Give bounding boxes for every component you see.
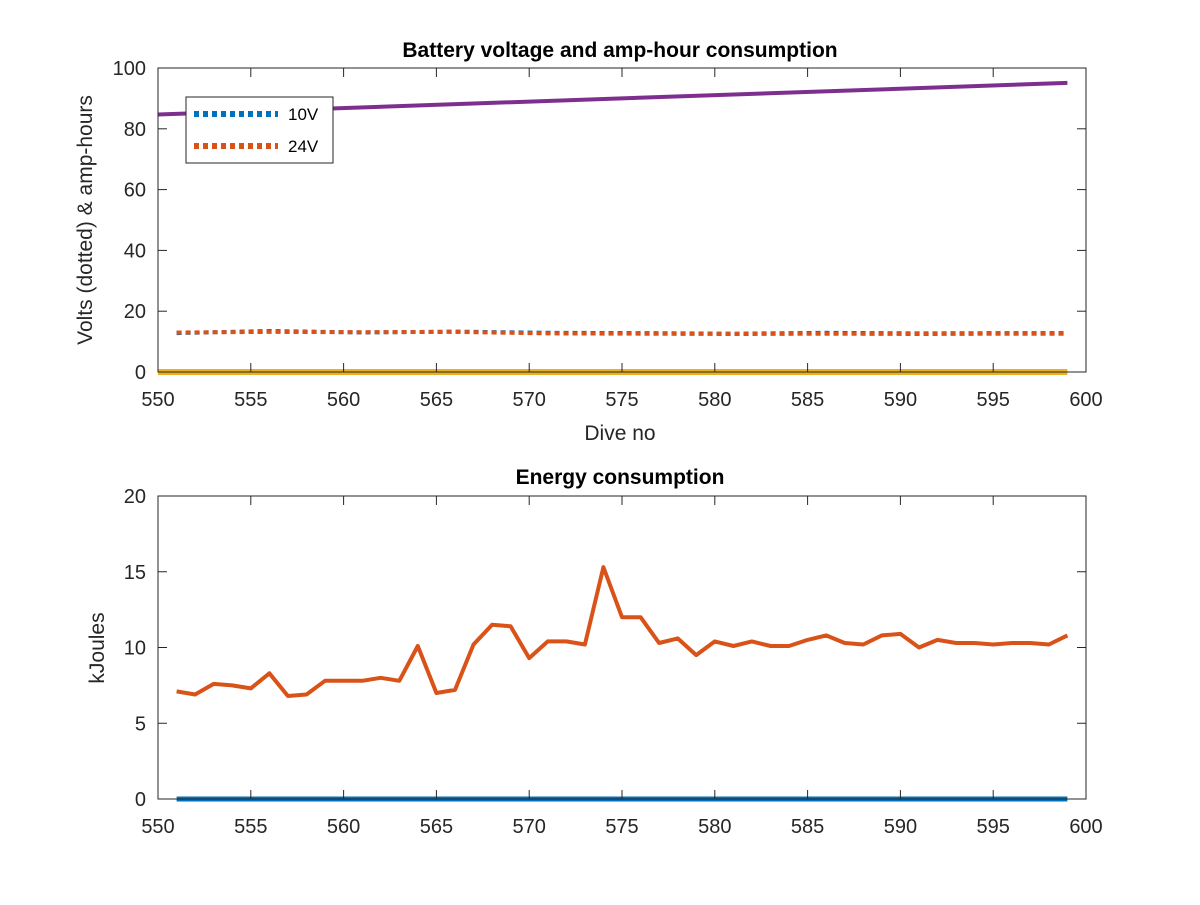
x-tick-label: 595	[977, 816, 1010, 838]
x-axis-label-battery: Dive no	[584, 422, 655, 445]
x-tick-label: 575	[605, 816, 638, 838]
y-tick-label: 15	[124, 562, 146, 584]
x-tick-label: 580	[698, 389, 731, 411]
y-tick-label: 0	[135, 789, 146, 811]
x-tick-label: 590	[884, 389, 917, 411]
x-tick-label: 600	[1069, 816, 1102, 838]
y-tick-label: 10	[124, 638, 146, 660]
chart-battery: 550 555 560 565 570 575 580 585 590 595 600 0 20 40 6…	[74, 39, 1103, 445]
y-ticks-energy: 0 5 10 15 20	[124, 486, 1086, 811]
x-tick-label: 565	[420, 389, 453, 411]
x-ticks-energy: 550 555 560 565 570 575 580 585 590 595 600	[141, 496, 1103, 838]
legend-label-24v: 24V	[288, 137, 319, 156]
y-axis-label-battery: Volts (dotted) & amp-hours	[74, 95, 97, 345]
x-tick-label: 570	[513, 816, 546, 838]
y-tick-label: 20	[124, 486, 146, 508]
legend: 10V 24V	[185, 96, 334, 164]
x-tick-label: 555	[234, 816, 267, 838]
series-line-energy-2	[176, 565, 1069, 698]
x-tick-label: 585	[791, 389, 824, 411]
chart-title-battery: Battery voltage and amp-hour consumption	[402, 39, 837, 62]
y-tick-label: 80	[124, 119, 146, 141]
x-tick-label: 600	[1069, 389, 1102, 411]
x-tick-label: 550	[141, 816, 174, 838]
x-tick-label: 580	[698, 816, 731, 838]
x-tick-label: 565	[420, 816, 453, 838]
y-ticks-battery: 0 20 40 60 80 100	[113, 58, 1086, 384]
x-tick-label: 595	[977, 389, 1010, 411]
chart-energy: 550 555 560 565 570 575 580 585 590 595 600 0 5 10 15…	[86, 466, 1103, 838]
y-tick-label: 5	[135, 713, 146, 735]
x-tick-label: 585	[791, 816, 824, 838]
series-line-battery-24v	[176, 329, 1068, 336]
x-tick-label: 575	[605, 389, 638, 411]
x-tick-label: 570	[513, 389, 546, 411]
x-tick-label: 560	[327, 389, 360, 411]
x-tick-label: 590	[884, 816, 917, 838]
x-ticks-battery: 550 555 560 565 570 575 580 585 590 595 600	[141, 68, 1103, 411]
chart-title-energy: Energy consumption	[516, 466, 725, 489]
y-axis-label-energy: kJoules	[86, 612, 109, 683]
y-tick-label: 100	[113, 58, 146, 80]
y-tick-label: 20	[124, 301, 146, 323]
legend-label-10v: 10V	[288, 105, 319, 124]
x-tick-label: 555	[234, 389, 267, 411]
y-tick-label: 0	[135, 362, 146, 384]
x-tick-label: 560	[327, 816, 360, 838]
y-tick-label: 40	[124, 240, 146, 262]
x-tick-label: 550	[141, 389, 174, 411]
y-tick-label: 60	[124, 180, 146, 202]
legend-box	[185, 96, 334, 164]
plot-area-energy	[158, 496, 1086, 799]
